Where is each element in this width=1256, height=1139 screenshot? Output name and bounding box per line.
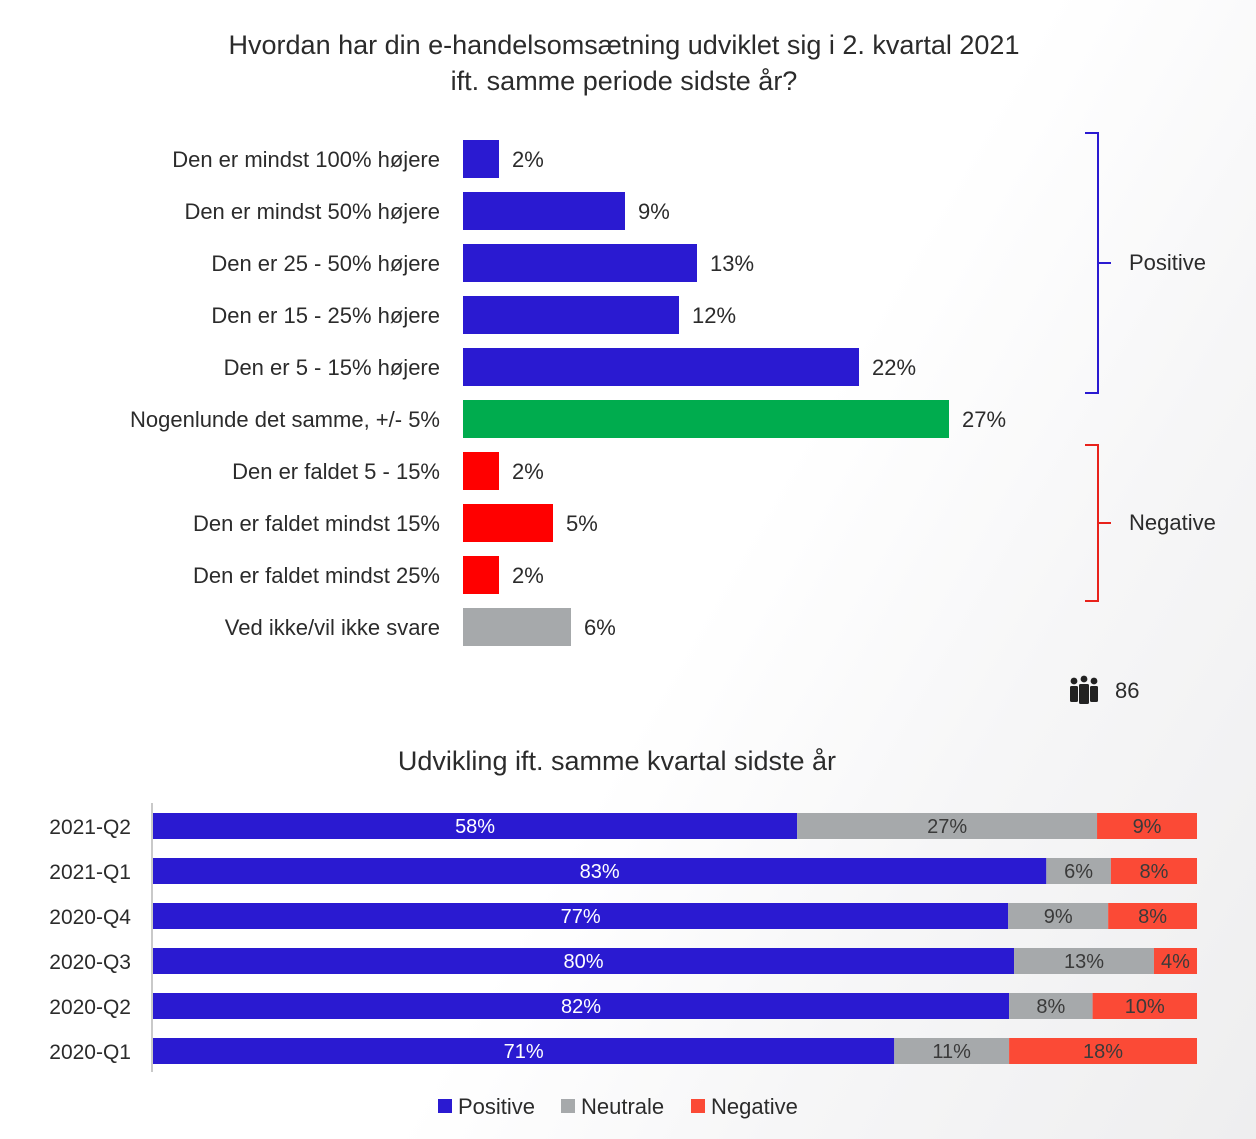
stacked-segment <box>153 903 1009 929</box>
data-label: 22% <box>872 355 916 380</box>
category-label: Den er mindst 100% højere <box>172 147 440 172</box>
data-label: 2% <box>512 459 544 484</box>
group-label: Positive <box>1129 250 1206 275</box>
category-label: 2020-Q3 <box>49 951 131 974</box>
bar <box>463 296 679 334</box>
segment-label: 8% <box>1139 861 1168 883</box>
segment-label: 83% <box>580 861 620 883</box>
segment-label: 9% <box>1044 906 1073 928</box>
stacked-segment <box>1153 948 1197 974</box>
chart-title: Hvordan har din e-handelsomsætning udvik… <box>229 30 1020 60</box>
legend-label: Positive <box>458 1094 535 1119</box>
legend-swatch <box>561 1099 575 1113</box>
data-label: 2% <box>512 147 544 172</box>
category-label: 2021-Q1 <box>49 861 131 884</box>
category-label: 2020-Q2 <box>49 996 131 1019</box>
segment-label: 71% <box>504 1041 544 1063</box>
category-label: Den er 5 - 15% højere <box>224 355 440 380</box>
segment-label: 10% <box>1125 996 1165 1018</box>
respondent-count: 86 <box>1115 678 1139 703</box>
stacked-segment <box>1046 858 1111 884</box>
category-label: Den er 25 - 50% højere <box>211 251 440 276</box>
data-label: 13% <box>710 251 754 276</box>
category-label: Den er mindst 50% højere <box>184 199 440 224</box>
bar <box>463 504 553 542</box>
segment-label: 13% <box>1064 951 1104 973</box>
category-label: Den er faldet mindst 25% <box>193 563 440 588</box>
segment-label: 80% <box>563 951 603 973</box>
category-label: Den er faldet 5 - 15% <box>232 459 440 484</box>
segment-label: 6% <box>1064 861 1093 883</box>
bar <box>463 348 859 386</box>
segment-label: 8% <box>1138 906 1167 928</box>
group-label: Negative <box>1129 510 1216 535</box>
stacked-segment <box>797 813 1098 839</box>
category-label: Nogenlunde det samme, +/- 5% <box>130 407 440 432</box>
bar <box>463 192 625 230</box>
segment-label: 4% <box>1161 951 1190 973</box>
bar <box>463 608 571 646</box>
category-label: 2020-Q4 <box>49 906 131 929</box>
category-label: 2021-Q2 <box>49 816 131 839</box>
chart-title: Udvikling ift. samme kvartal sidste år <box>398 746 836 776</box>
stacked-segment <box>1009 993 1093 1019</box>
segment-label: 77% <box>561 906 601 928</box>
stacked-segment <box>1092 993 1197 1019</box>
stacked-segment <box>1008 903 1109 929</box>
people-icon <box>1070 675 1098 704</box>
bar <box>463 140 499 178</box>
segment-label: 18% <box>1083 1041 1123 1063</box>
segment-label: 82% <box>561 996 601 1018</box>
stacked-segment <box>1014 948 1154 974</box>
data-label: 5% <box>566 511 598 536</box>
category-label: Den er 15 - 25% højere <box>211 303 440 328</box>
stacked-segment <box>153 1038 895 1064</box>
category-label: Den er faldet mindst 15% <box>193 511 440 536</box>
legend-label: Negative <box>711 1094 798 1119</box>
stacked-segment <box>1009 1038 1197 1064</box>
legend-swatch <box>691 1099 705 1113</box>
segment-label: 11% <box>932 1041 971 1063</box>
category-label: 2020-Q1 <box>49 1041 131 1064</box>
data-label: 12% <box>692 303 736 328</box>
segment-label: 9% <box>1133 816 1162 838</box>
group-bracket <box>1085 444 1111 602</box>
stacked-segment <box>153 858 1047 884</box>
segment-label: 58% <box>455 816 495 838</box>
data-label: 6% <box>584 615 616 640</box>
stacked-segment <box>153 993 1010 1019</box>
stacked-segment <box>1110 858 1197 884</box>
bar <box>463 400 949 438</box>
legend-label: Neutrale <box>581 1094 664 1119</box>
stacked-segment <box>894 1038 1010 1064</box>
stacked-segment <box>153 948 1015 974</box>
category-label: Ved ikke/vil ikke svare <box>225 615 440 640</box>
data-label: 2% <box>512 563 544 588</box>
bar <box>463 244 697 282</box>
chart-title: ift. samme periode sidste år? <box>451 66 798 96</box>
stacked-segment <box>153 813 798 839</box>
stacked-segment <box>1108 903 1197 929</box>
legend-swatch <box>438 1099 452 1113</box>
data-label: 27% <box>962 407 1006 432</box>
group-bracket <box>1085 132 1111 394</box>
stacked-segment <box>1097 813 1197 839</box>
bar <box>463 452 499 490</box>
data-label: 9% <box>638 199 670 224</box>
bar <box>463 556 499 594</box>
segment-label: 8% <box>1036 996 1065 1018</box>
segment-label: 27% <box>927 816 967 838</box>
